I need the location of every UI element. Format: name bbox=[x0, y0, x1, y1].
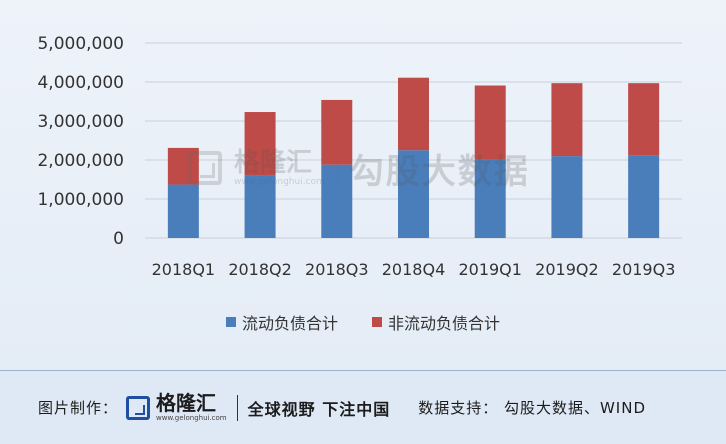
y-tick-label: 0 bbox=[113, 229, 124, 249]
bar-segment-current bbox=[474, 159, 506, 238]
bar-segment-current bbox=[321, 164, 353, 238]
x-tick-label: 2018Q3 bbox=[305, 260, 369, 279]
x-tick-label: 2018Q1 bbox=[152, 260, 216, 279]
footer-logo: 格隆汇 www.gelonghui.com bbox=[126, 393, 227, 422]
stacked-bar-chart: 5,000,000 4,000,000 3,000,000 2,000,000 1,00… bbox=[37, 34, 682, 279]
bar-segment-current bbox=[244, 175, 276, 238]
x-tick-label: 2019Q2 bbox=[535, 260, 599, 279]
footer-brand: 格隆汇 www.gelonghui.com bbox=[156, 393, 227, 422]
chart-panel: 5,000,000 4,000,000 3,000,000 2,000,000 1,00… bbox=[0, 0, 726, 371]
bar-segment-current bbox=[167, 184, 199, 238]
x-tick-label: 2019Q1 bbox=[458, 260, 522, 279]
y-tick-label: 2,000,000 bbox=[37, 151, 124, 171]
footer-slogan: 全球视野 下注中国 bbox=[247, 399, 391, 419]
legend-label-current-liabilities: 流动负债合计 bbox=[241, 314, 338, 333]
gelonghui-logo-icon bbox=[126, 395, 151, 420]
footer: 图片制作： 格隆汇 www.gelonghui.com 全球视野 下注中国 数据… bbox=[0, 371, 726, 444]
y-tick-label: 5,000,000 bbox=[37, 34, 124, 54]
y-tick-label: 3,000,000 bbox=[37, 112, 124, 132]
x-tick-label: 2018Q2 bbox=[228, 260, 292, 279]
bar-segment-current bbox=[628, 155, 660, 238]
legend-swatch-current-liabilities bbox=[225, 317, 236, 327]
bar-segment-noncurrent bbox=[244, 112, 276, 176]
bar-segment-noncurrent bbox=[167, 147, 199, 185]
bar-segment-noncurrent bbox=[628, 83, 660, 156]
bar-segment-noncurrent bbox=[474, 85, 506, 160]
bar-segment-current bbox=[398, 150, 429, 238]
x-tick-label: 2018Q4 bbox=[382, 260, 446, 279]
footer-divider bbox=[236, 394, 238, 421]
footer-made-label: 图片制作： bbox=[38, 399, 119, 417]
bar-segment-noncurrent bbox=[321, 99, 353, 165]
y-tick-label: 1,000,000 bbox=[37, 190, 124, 210]
bar-segment-noncurrent bbox=[398, 77, 429, 151]
footer-brand-url: www.gelonghui.com bbox=[156, 414, 227, 422]
footer-source: 数据支持： 勾股大数据、WIND bbox=[418, 399, 646, 417]
legend-item-noncurrent-liabilities: 非流动负债合计 bbox=[372, 310, 500, 334]
legend: 流动负债合计 非流动负债合计 bbox=[0, 310, 726, 334]
y-tick-label: 4,000,000 bbox=[37, 73, 124, 93]
x-tick-label: 2019Q3 bbox=[612, 260, 676, 279]
bar-segment-current bbox=[551, 156, 583, 238]
legend-swatch-noncurrent-liabilities bbox=[372, 317, 382, 327]
legend-item-current-liabilities: 流动负债合计 bbox=[225, 310, 338, 334]
legend-label-noncurrent-liabilities: 非流动负债合计 bbox=[388, 314, 501, 333]
footer-brand-name: 格隆汇 bbox=[156, 391, 217, 415]
bar-segment-noncurrent bbox=[551, 83, 583, 157]
